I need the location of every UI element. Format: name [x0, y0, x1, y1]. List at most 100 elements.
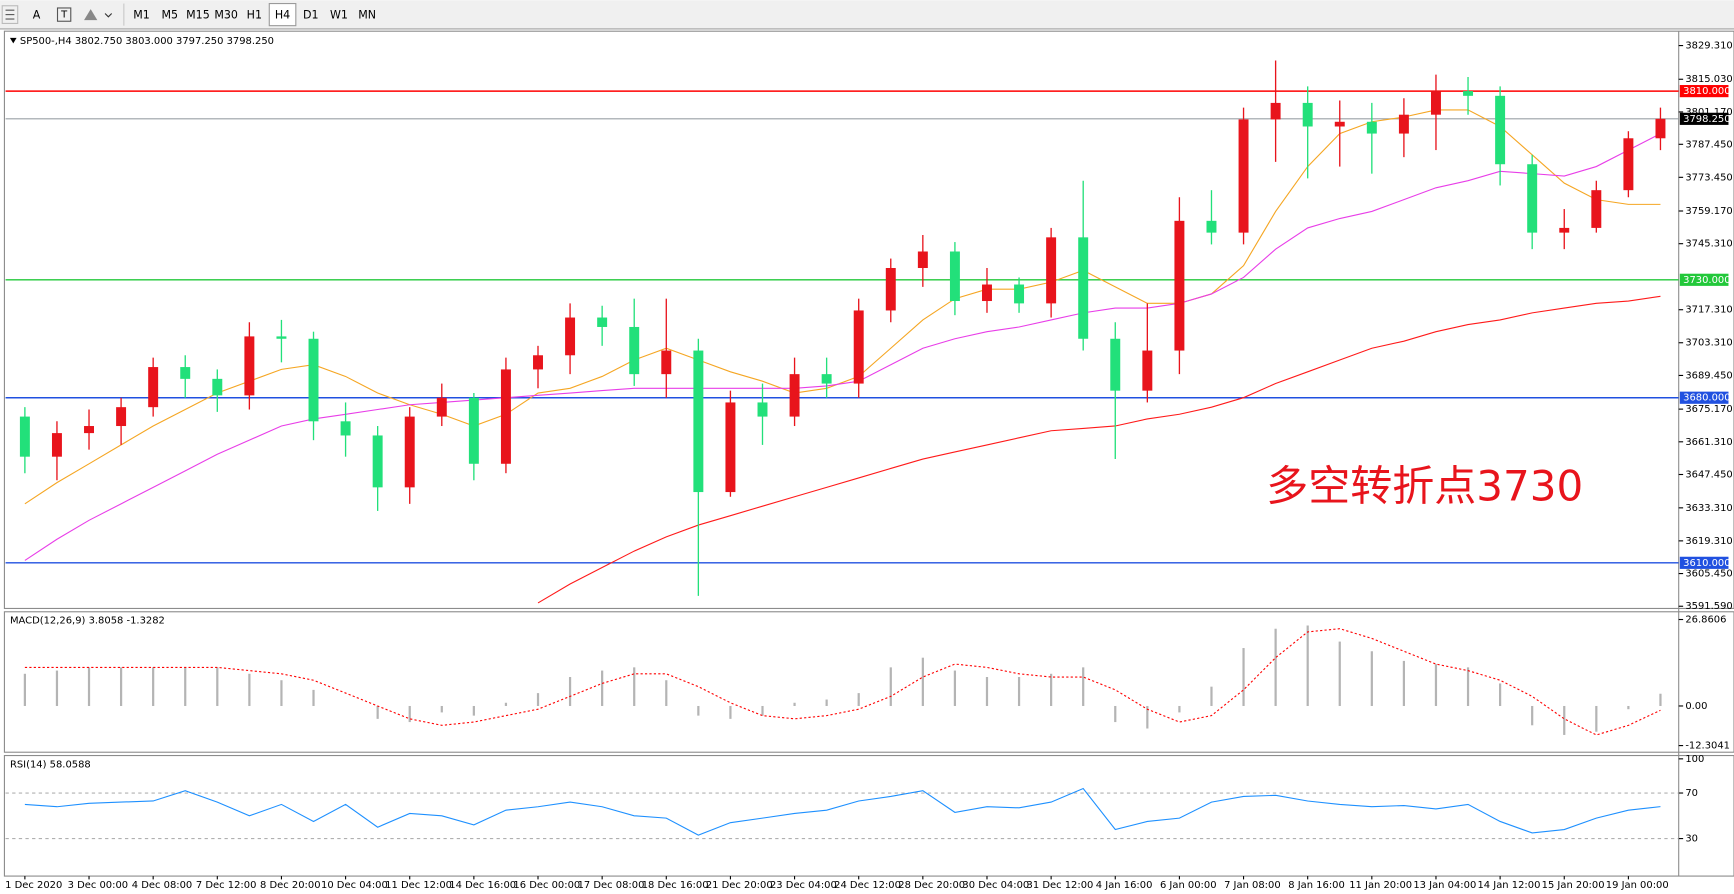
price-plot: [5, 60, 1679, 604]
y-tick-label: 3703.310: [1685, 338, 1732, 349]
timeframe-button[interactable]: M30: [214, 9, 238, 22]
macd-bar: [601, 670, 604, 706]
x-tick-label: 1 Dec 2020: [5, 880, 62, 891]
candle-body: [276, 336, 287, 339]
macd-bar: [793, 702, 796, 706]
candle-body: [1623, 138, 1634, 191]
timeframe-button[interactable]: W1: [330, 9, 348, 22]
svg-text:T: T: [60, 10, 68, 21]
x-tick-label: 18 Dec 16:00: [642, 880, 709, 891]
y-tick-label: 3619.310: [1685, 536, 1732, 547]
candle-body: [1078, 237, 1089, 339]
timeframe-bar: M1 M5 M15 M30 H1 H4 D1 W1 MN: [133, 2, 376, 27]
timeframe-label: M15: [186, 9, 210, 22]
timeframe-label: M5: [161, 9, 178, 22]
macd-bar: [472, 705, 475, 716]
y-tick-label: 3815.030: [1685, 74, 1732, 85]
candle-body: [1270, 102, 1281, 120]
macd-bar: [1114, 705, 1117, 723]
macd-bar: [440, 705, 443, 713]
candle-body: [661, 350, 672, 375]
macd-bar: [1082, 667, 1085, 706]
macd-bar: [152, 667, 155, 706]
candle-body: [84, 426, 94, 434]
timeframe-button[interactable]: H4: [268, 2, 297, 27]
candle-body: [1014, 284, 1025, 304]
candle-body: [468, 397, 479, 464]
text-tool[interactable]: A: [33, 9, 41, 22]
macd-bar: [1050, 673, 1053, 706]
cursor-tool[interactable]: [1, 5, 19, 25]
panel-title: RSI(14) 58.0588: [10, 759, 91, 770]
candle-body: [404, 416, 415, 488]
x-tick-label: 11 Jan 20:00: [1349, 880, 1412, 891]
candle-body: [1495, 95, 1506, 165]
timeframe-label: M1: [133, 9, 150, 22]
timeframe-button[interactable]: M15: [186, 9, 210, 22]
candle-body: [148, 367, 159, 408]
candle-body: [19, 416, 30, 457]
timeframe-button[interactable]: H1: [247, 9, 262, 22]
macd-bar: [119, 667, 123, 706]
y-tick-label: 3801.170: [1685, 107, 1732, 118]
y-tick-label: 3773.450: [1685, 172, 1732, 183]
rsi-panel: [3, 754, 1734, 877]
macd-bar: [87, 667, 91, 706]
macd-bar: [985, 677, 989, 706]
level-label: 3610.000: [1683, 558, 1730, 569]
candle-body: [693, 350, 704, 493]
indicator-line: [24, 787, 1661, 836]
candle-body: [533, 355, 543, 370]
x-tick-label: 10 Dec 04:00: [321, 880, 388, 891]
candle-body: [1110, 338, 1121, 391]
timeframe-button[interactable]: M5: [161, 9, 178, 22]
macd-bar: [1242, 648, 1245, 706]
indicator-line: [24, 109, 1661, 505]
candle-body: [789, 374, 800, 417]
macd-bar: [23, 673, 26, 706]
chart-panels: SP500-,H4 3802.750 3803.000 3797.250 379…: [3, 30, 1734, 877]
timeframe-button[interactable]: D1: [303, 9, 319, 22]
x-tick-label: 16 Dec 00:00: [513, 880, 580, 891]
macd-bar: [1627, 705, 1630, 710]
macd-bar: [953, 670, 957, 706]
label-tool[interactable]: T: [56, 7, 72, 22]
macd-bar: [536, 693, 540, 706]
macd-bar: [1434, 664, 1438, 706]
x-tick-label: 3 Dec 00:00: [68, 880, 129, 891]
y-tick-label: 3591.590: [1685, 601, 1732, 612]
timeframe-button[interactable]: MN: [358, 9, 376, 22]
y-tick-label: 3605.450: [1685, 569, 1732, 580]
level-label-bg: [1679, 556, 1729, 569]
y-tick-label: 3661.310: [1685, 437, 1732, 448]
x-tick-label: 8 Jan 16:00: [1288, 880, 1345, 891]
macd-bar: [1274, 628, 1277, 706]
level-label: 3730.000: [1683, 275, 1730, 286]
macd-panel: [3, 611, 1734, 753]
level-label: 3680.000: [1683, 393, 1730, 404]
timeframe-button[interactable]: M1: [133, 9, 150, 22]
candle-body: [853, 310, 864, 384]
timeframe-label: W1: [330, 9, 348, 22]
annotation: 多空转折点3730: [1266, 462, 1583, 511]
x-tick-label: 24 Dec 12:00: [834, 880, 901, 891]
macd-bar: [1306, 625, 1309, 706]
macd-bar: [1531, 705, 1534, 726]
macd-bar: [1338, 641, 1341, 706]
candle-body: [1302, 102, 1313, 127]
y-tick-label: 100: [1685, 754, 1704, 765]
y-tick-label: 70: [1685, 788, 1698, 799]
macd-bar: [376, 705, 379, 719]
macd-bar: [825, 699, 828, 706]
timeframe-label: H1: [247, 9, 262, 22]
x-tick-label: 31 Dec 12:00: [1027, 880, 1094, 891]
shapes-tool[interactable]: [84, 9, 113, 21]
y-tick-label: 30: [1685, 834, 1698, 845]
x-tick-label: 4 Jan 16:00: [1096, 880, 1153, 891]
macd-bar: [665, 680, 668, 706]
candle-body: [982, 284, 992, 302]
x-tick-label: 4 Dec 08:00: [132, 880, 193, 891]
macd-bar: [1210, 686, 1213, 706]
candle-body: [180, 367, 191, 379]
